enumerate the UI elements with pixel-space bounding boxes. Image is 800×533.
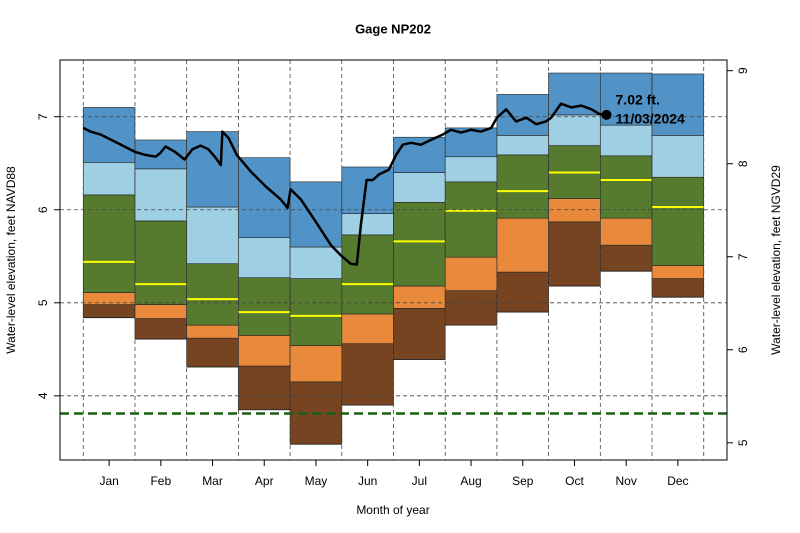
percentile-band — [496, 217, 549, 273]
percentile-band — [341, 313, 394, 345]
percentile-band — [600, 124, 653, 157]
percentile-band — [496, 135, 549, 156]
y2-tick-label: 8 — [736, 160, 750, 167]
x-tick-label: Mar — [202, 474, 223, 488]
last-point — [601, 109, 612, 120]
last-value-label: 7.02 ft. — [616, 92, 660, 108]
percentile-band — [651, 135, 705, 178]
percentile-band — [600, 244, 653, 272]
percentile-band — [393, 202, 446, 287]
x-tick-label: Aug — [460, 474, 481, 488]
percentile-band — [238, 365, 291, 411]
percentile-band — [393, 308, 446, 360]
percentile-band — [289, 181, 343, 248]
percentile-band — [289, 345, 343, 383]
x-tick-label: Nov — [616, 474, 637, 488]
percentile-band — [651, 176, 705, 266]
percentile-band — [444, 256, 498, 291]
percentile-band — [82, 194, 136, 293]
percentile-band — [548, 198, 601, 223]
y2-tick-label: 5 — [736, 439, 750, 446]
x-tick-label: Jul — [412, 474, 427, 488]
percentile-band — [444, 181, 498, 258]
water-level-line — [82, 102, 607, 266]
percentile-band — [393, 172, 446, 203]
percentile-band — [134, 220, 187, 305]
percentile-band — [600, 217, 653, 246]
x-tick-label: Jan — [99, 474, 118, 488]
percentile-band — [548, 114, 601, 146]
y-tick-label: 5 — [36, 299, 50, 306]
y-tick-label: 7 — [36, 113, 50, 120]
y2-axis-label: Water-level elevation, feet NGVD29 — [769, 165, 783, 355]
percentile-band — [186, 337, 239, 368]
percentile-band — [496, 154, 549, 219]
y2-tick-label: 6 — [736, 346, 750, 353]
chart-title: Gage NP202 — [355, 21, 431, 36]
percentile-band — [186, 206, 239, 265]
percentile-band — [496, 94, 549, 136]
percentile-band — [134, 304, 187, 319]
y-axis-label: Water-level elevation, feet NAVD88 — [4, 166, 18, 354]
percentile-band — [186, 263, 239, 326]
percentile-band — [82, 107, 136, 163]
y-tick-label: 4 — [36, 392, 50, 399]
percentile-band — [393, 136, 446, 173]
percentile-band — [238, 277, 291, 336]
y-tick-label: 6 — [36, 206, 50, 213]
percentile-band — [82, 162, 136, 196]
percentile-band — [341, 166, 394, 214]
percentile-band — [496, 271, 549, 313]
percentile-band — [651, 278, 705, 298]
percentile-band — [82, 304, 136, 318]
plot-frame — [59, 59, 728, 461]
percentile-band — [444, 290, 498, 326]
x-axis-label: Month of year — [356, 503, 429, 517]
percentile-band — [134, 168, 187, 222]
last-date-label: 11/03/2024 — [616, 111, 686, 127]
y2-tick-label: 7 — [736, 253, 750, 260]
percentile-band — [238, 157, 291, 238]
x-tick-label: Oct — [565, 474, 584, 488]
percentile-band — [186, 131, 239, 208]
percentile-band — [134, 318, 187, 340]
x-tick-label: Dec — [667, 474, 688, 488]
y2-tick-label: 9 — [736, 67, 750, 74]
percentile-band — [289, 278, 343, 346]
percentile-band — [651, 265, 705, 279]
percentile-band — [186, 324, 239, 339]
percentile-band — [341, 234, 394, 315]
percentile-band — [341, 343, 394, 406]
percentile-band — [444, 127, 498, 158]
percentile-band — [289, 246, 343, 279]
x-tick-label: May — [305, 474, 328, 488]
percentile-band — [444, 156, 498, 183]
percentile-band — [651, 73, 705, 136]
x-tick-label: Sep — [512, 474, 534, 488]
x-tick-label: Feb — [150, 474, 171, 488]
percentile-band — [548, 221, 601, 287]
x-tick-label: Apr — [255, 474, 274, 488]
percentile-band — [238, 335, 291, 367]
percentile-band — [341, 213, 394, 236]
percentile-band — [600, 155, 653, 219]
x-tick-label: Jun — [358, 474, 377, 488]
percentile-band — [238, 237, 291, 278]
percentile-band — [393, 285, 446, 309]
